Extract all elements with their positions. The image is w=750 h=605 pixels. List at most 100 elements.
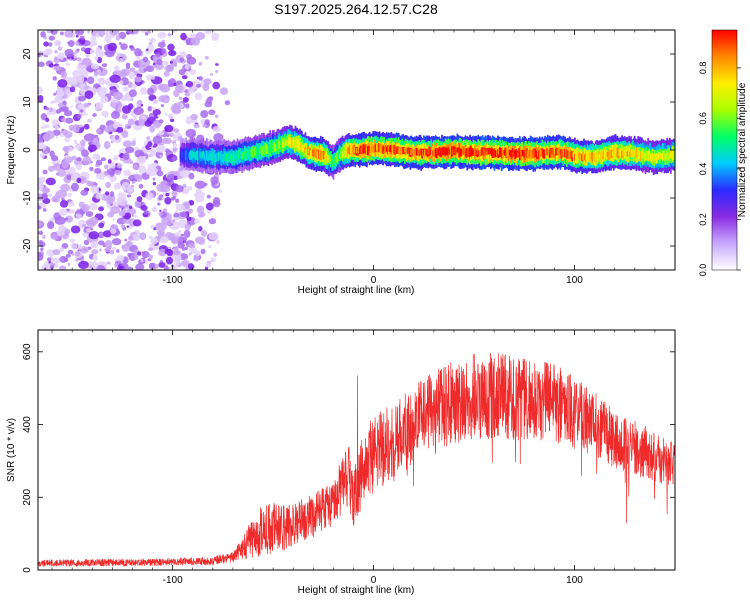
noise-blob — [100, 95, 109, 104]
noise-blob — [147, 141, 153, 148]
noise-blob — [69, 58, 72, 62]
x-tick-label: -100 — [163, 275, 183, 286]
noise-blob — [186, 53, 193, 60]
noise-blob — [148, 254, 154, 260]
noise-blob — [193, 123, 200, 129]
noise-blob — [184, 223, 191, 231]
noise-blob — [161, 196, 166, 200]
noise-blob — [141, 115, 146, 120]
noise-blob — [210, 257, 216, 263]
noise-blob — [65, 117, 74, 124]
noise-blob — [66, 174, 72, 181]
noise-blob — [59, 246, 64, 253]
noise-blob — [123, 152, 130, 161]
noise-blob — [155, 192, 159, 196]
noise-blob — [95, 101, 104, 109]
noise-blob — [131, 184, 135, 188]
noise-blob — [144, 210, 148, 215]
noise-blob — [189, 69, 197, 75]
noise-blob — [98, 206, 105, 212]
noise-blob — [38, 176, 46, 183]
noise-blob — [144, 120, 152, 127]
noise-blob — [42, 197, 51, 204]
noise-blob — [211, 32, 219, 42]
noise-blob — [110, 224, 119, 230]
noise-blob — [169, 60, 173, 64]
noise-blob — [206, 96, 213, 105]
x-tick-label: 0 — [371, 575, 377, 586]
noise-blob — [173, 175, 178, 181]
noise-blob — [112, 136, 115, 141]
noise-blob — [101, 110, 109, 117]
noise-blob — [45, 263, 51, 268]
figure-title: S197.2025.264.12.57.C28 — [274, 1, 438, 17]
noise-blob — [92, 254, 98, 261]
noise-blob — [90, 36, 97, 42]
noise-blob — [178, 68, 186, 76]
noise-blob — [50, 30, 58, 35]
noise-blob — [122, 86, 129, 92]
y-tick-label: 600 — [22, 343, 33, 360]
noise-blob — [96, 86, 108, 96]
noise-blob — [193, 255, 200, 262]
noise-blob — [79, 245, 83, 250]
noise-blob — [73, 139, 78, 145]
noise-blob — [123, 217, 132, 224]
noise-blob — [57, 169, 67, 177]
noise-blob — [50, 232, 59, 240]
noise-blob — [44, 267, 47, 270]
noise-blob — [44, 107, 49, 111]
noise-blob — [132, 219, 142, 227]
noise-blob — [38, 86, 43, 94]
noise-blob — [93, 71, 100, 76]
noise-blob — [194, 236, 206, 245]
noise-blob — [138, 165, 147, 174]
noise-blob — [45, 177, 56, 186]
noise-blob — [77, 95, 87, 102]
noise-blob — [64, 137, 71, 143]
noise-blob — [174, 246, 179, 251]
noise-blob — [134, 48, 142, 57]
noise-blob — [116, 254, 125, 262]
noise-blob — [190, 113, 198, 121]
noise-blob — [81, 149, 89, 158]
noise-blob — [69, 238, 76, 243]
noise-blob — [81, 58, 90, 68]
noise-blob — [121, 243, 130, 252]
noise-blob — [215, 63, 219, 66]
noise-blob — [116, 52, 120, 57]
noise-blob — [164, 124, 174, 133]
noise-blob — [175, 198, 180, 204]
noise-blob — [204, 119, 210, 125]
noise-blob — [164, 112, 168, 116]
noise-blob — [175, 84, 184, 92]
noise-blob — [120, 69, 127, 78]
noise-blob — [69, 128, 73, 132]
noise-blob — [173, 128, 180, 133]
noise-blob — [79, 37, 86, 45]
noise-blob — [58, 265, 67, 270]
x-tick-label: -100 — [163, 575, 183, 586]
noise-blob — [180, 233, 185, 237]
noise-blob — [182, 97, 189, 103]
noise-blob — [198, 225, 203, 232]
noise-blob — [193, 218, 200, 224]
noise-blob — [113, 65, 120, 72]
noise-blob — [185, 80, 194, 88]
noise-blob — [145, 65, 154, 73]
noise-blob — [57, 52, 65, 60]
noise-blob — [147, 258, 152, 262]
noise-blob — [173, 250, 181, 256]
noise-blob — [156, 229, 165, 236]
noise-blob — [159, 209, 162, 213]
noise-blob — [83, 64, 87, 67]
noise-blob — [151, 162, 158, 167]
noise-blob — [49, 264, 55, 270]
noise-blob — [160, 48, 167, 55]
noise-blob — [38, 205, 42, 210]
noise-blob — [68, 201, 75, 207]
noise-blob — [77, 113, 82, 119]
noise-blob — [213, 133, 224, 142]
noise-blob — [95, 46, 101, 54]
noise-blob — [188, 172, 195, 180]
